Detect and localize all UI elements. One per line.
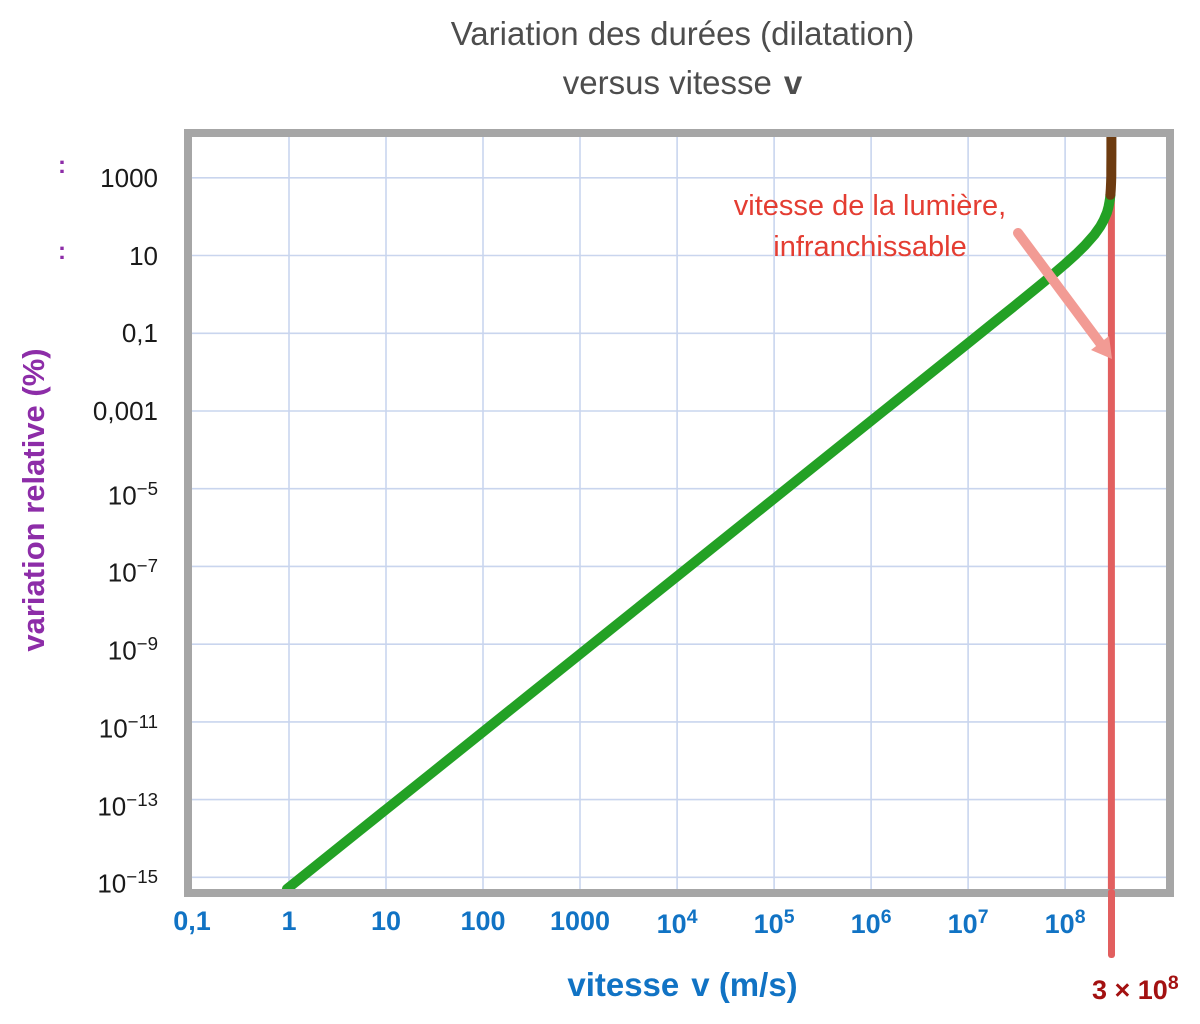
x-tick-label: 105 <box>753 906 795 939</box>
plot-frame <box>184 129 1174 897</box>
x-tick-label: 106 <box>850 906 892 939</box>
chart-title-line1: Variation des durées (dilatation) <box>450 15 915 52</box>
y-tick-label: 0,001 <box>92 396 158 426</box>
y-tick-label: 10−13 <box>97 788 158 822</box>
y-tick-label: 1000 <box>100 162 158 193</box>
chart-title-line2: versus vitesse v <box>190 59 1175 108</box>
y-tick-label: 10−9 <box>107 633 158 666</box>
light-speed-annotation: vitesse de la lumière, infranchissable <box>685 186 1055 267</box>
x-tick-label: 100 <box>460 906 506 936</box>
y-tick-label: 10−7 <box>107 555 158 589</box>
y-tick-label: 10−11 <box>98 710 158 744</box>
chart-title-line2-text: versus vitesse <box>562 63 772 101</box>
left-edge-mark: : <box>58 152 66 179</box>
x-tick-label: 108 <box>1044 906 1086 939</box>
x-axis-title-unit: (m/s) <box>718 966 798 1003</box>
x-axis-title: vitesse v (m/s) <box>190 966 1175 1004</box>
dilation-curve <box>281 189 1116 889</box>
annotation-line1: vitesse de la lumière, <box>733 190 1007 222</box>
annotation-line2: infranchissable <box>773 230 967 263</box>
light-speed-value-exp: 8 <box>1167 972 1179 994</box>
light-speed-line-extension <box>1107 889 1115 958</box>
left-edge-mark: : <box>58 238 66 265</box>
x-tick-label: 107 <box>947 906 989 939</box>
chart-title-v: v <box>783 63 803 101</box>
x-tick-label: 1 <box>281 906 297 936</box>
dilation-curve-top <box>1105 137 1117 200</box>
light-speed-value-label: 3 × 108 <box>1092 972 1179 1006</box>
x-tick-label: 1000 <box>549 906 611 936</box>
y-tick-label: 0,1 <box>121 318 158 349</box>
light-speed-value-base: 3 × 10 <box>1092 975 1168 1005</box>
y-tick-label: 10−15 <box>97 866 158 899</box>
x-axis-title-text: vitesse <box>567 966 680 1003</box>
y-tick-label: 10−5 <box>107 477 158 511</box>
x-tick-label: 104 <box>656 906 698 939</box>
x-axis-title-v: v <box>691 966 710 1003</box>
chart-title: Variation des durées (dilatation) versus… <box>190 10 1175 108</box>
chart-canvas <box>192 137 1166 889</box>
light-speed-arrow-shaft <box>1013 228 1105 348</box>
y-tick-label: 10 <box>129 240 158 271</box>
x-tick-label: 10 <box>370 906 402 936</box>
x-tick-label: 0,1 <box>173 906 211 936</box>
light-speed-arrow-head <box>1091 336 1112 359</box>
